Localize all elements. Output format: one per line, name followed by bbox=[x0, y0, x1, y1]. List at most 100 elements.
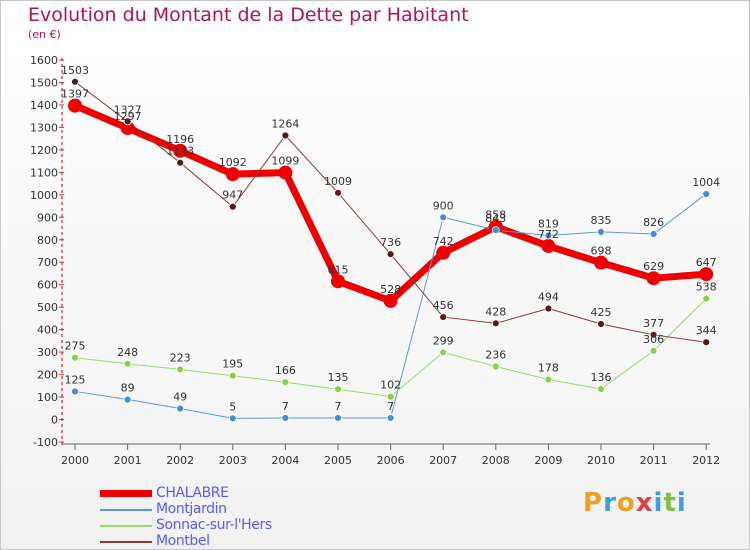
data-point bbox=[702, 294, 711, 303]
data-label: 275 bbox=[65, 340, 86, 353]
data-point bbox=[334, 385, 342, 394]
data-point bbox=[278, 165, 293, 180]
data-point bbox=[386, 392, 395, 401]
data-label: 528 bbox=[380, 283, 401, 296]
data-point bbox=[228, 202, 237, 211]
data-point bbox=[491, 319, 500, 328]
data-point bbox=[436, 245, 451, 260]
data-point bbox=[334, 414, 342, 422]
x-tick-label: 2006 bbox=[377, 454, 405, 467]
legend-swatch-montjardin bbox=[100, 509, 152, 511]
data-point bbox=[491, 226, 500, 235]
data-label: 615 bbox=[328, 263, 349, 276]
data-point bbox=[699, 267, 714, 282]
data-point bbox=[123, 395, 132, 404]
data-label: 835 bbox=[591, 214, 612, 227]
data-point bbox=[544, 375, 553, 384]
chart-title: Evolution du Montant de la Dette par Hab… bbox=[28, 4, 469, 26]
data-label: 1143 bbox=[166, 145, 194, 158]
x-tick-label: 2009 bbox=[534, 454, 562, 467]
data-point bbox=[386, 250, 395, 259]
data-label: 248 bbox=[117, 346, 138, 359]
data-label: 344 bbox=[696, 324, 717, 337]
legend-swatch-montbel bbox=[100, 541, 152, 543]
y-tick-label: 500 bbox=[37, 301, 58, 314]
x-tick-label: 2007 bbox=[429, 454, 457, 467]
data-point bbox=[228, 371, 237, 380]
data-label: 647 bbox=[696, 256, 717, 269]
data-point bbox=[439, 213, 448, 222]
data-label: 136 bbox=[591, 371, 612, 384]
y-tick-label: 1300 bbox=[30, 121, 58, 134]
data-point bbox=[334, 188, 342, 197]
data-label: 742 bbox=[433, 235, 454, 248]
data-label: 826 bbox=[643, 216, 664, 229]
x-tick-label: 2010 bbox=[587, 454, 615, 467]
y-tick-label: -100 bbox=[33, 436, 58, 449]
data-label: 135 bbox=[328, 371, 349, 384]
data-point bbox=[176, 365, 185, 374]
data-point bbox=[228, 414, 237, 423]
data-point bbox=[71, 77, 79, 86]
data-label: 819 bbox=[538, 217, 559, 230]
data-label: 843 bbox=[485, 212, 506, 225]
data-label: 306 bbox=[643, 333, 664, 346]
data-point bbox=[173, 143, 188, 158]
legend-label: Sonnac-sur-l'Hers bbox=[156, 517, 272, 533]
data-point bbox=[702, 338, 711, 347]
chart-subtitle: (en €) bbox=[28, 28, 61, 41]
data-label: 1397 bbox=[61, 88, 89, 101]
data-point bbox=[176, 404, 185, 413]
data-point bbox=[120, 121, 135, 136]
data-label: 236 bbox=[485, 348, 506, 361]
data-label: 7 bbox=[335, 400, 342, 413]
data-point bbox=[123, 359, 132, 368]
data-label: 947 bbox=[222, 189, 243, 202]
data-point bbox=[225, 167, 240, 182]
data-point bbox=[176, 158, 185, 167]
data-label: 698 bbox=[591, 245, 612, 258]
data-label: 7 bbox=[387, 400, 394, 413]
data-point bbox=[649, 230, 658, 238]
data-label: 456 bbox=[433, 299, 454, 312]
y-tick-label: 1600 bbox=[30, 54, 58, 67]
x-tick-label: 2008 bbox=[482, 454, 510, 467]
data-label: 428 bbox=[485, 305, 506, 318]
data-label: 629 bbox=[643, 260, 664, 273]
data-label: 1092 bbox=[219, 156, 247, 169]
y-tick-label: 100 bbox=[37, 391, 58, 404]
y-tick-label: 1500 bbox=[30, 76, 58, 89]
proxiti-logo: Proxiti bbox=[583, 488, 687, 518]
data-point bbox=[386, 414, 395, 422]
data-label: 900 bbox=[433, 199, 454, 212]
x-tick-label: 2001 bbox=[114, 454, 142, 467]
data-label: 538 bbox=[696, 281, 717, 294]
data-point bbox=[649, 330, 658, 339]
y-tick-label: 1100 bbox=[30, 166, 58, 179]
data-label: 1099 bbox=[271, 155, 299, 168]
data-point bbox=[71, 387, 79, 396]
data-label: 49 bbox=[173, 391, 187, 404]
data-label: 1297 bbox=[114, 110, 142, 123]
y-tick-label: 200 bbox=[37, 369, 58, 382]
data-point bbox=[544, 231, 553, 240]
y-tick-label: 1000 bbox=[30, 189, 58, 202]
data-point bbox=[383, 293, 398, 308]
data-label: 5 bbox=[229, 400, 236, 413]
x-tick-label: 2011 bbox=[640, 454, 668, 467]
data-point bbox=[281, 131, 290, 140]
data-point bbox=[123, 117, 132, 126]
data-label: 772 bbox=[538, 228, 559, 241]
legend-label: CHALABRE bbox=[156, 485, 229, 501]
y-tick-label: 1400 bbox=[30, 99, 58, 112]
data-label: 1327 bbox=[114, 103, 142, 116]
x-tick-label: 2012 bbox=[692, 454, 720, 467]
legend-label: Montbel bbox=[156, 533, 210, 549]
data-label: 166 bbox=[275, 364, 296, 377]
y-tick-label: 600 bbox=[37, 279, 58, 292]
data-point bbox=[541, 239, 556, 254]
y-tick-label: 700 bbox=[37, 256, 58, 269]
data-label: 223 bbox=[170, 351, 191, 364]
x-tick-label: 2000 bbox=[61, 454, 89, 467]
